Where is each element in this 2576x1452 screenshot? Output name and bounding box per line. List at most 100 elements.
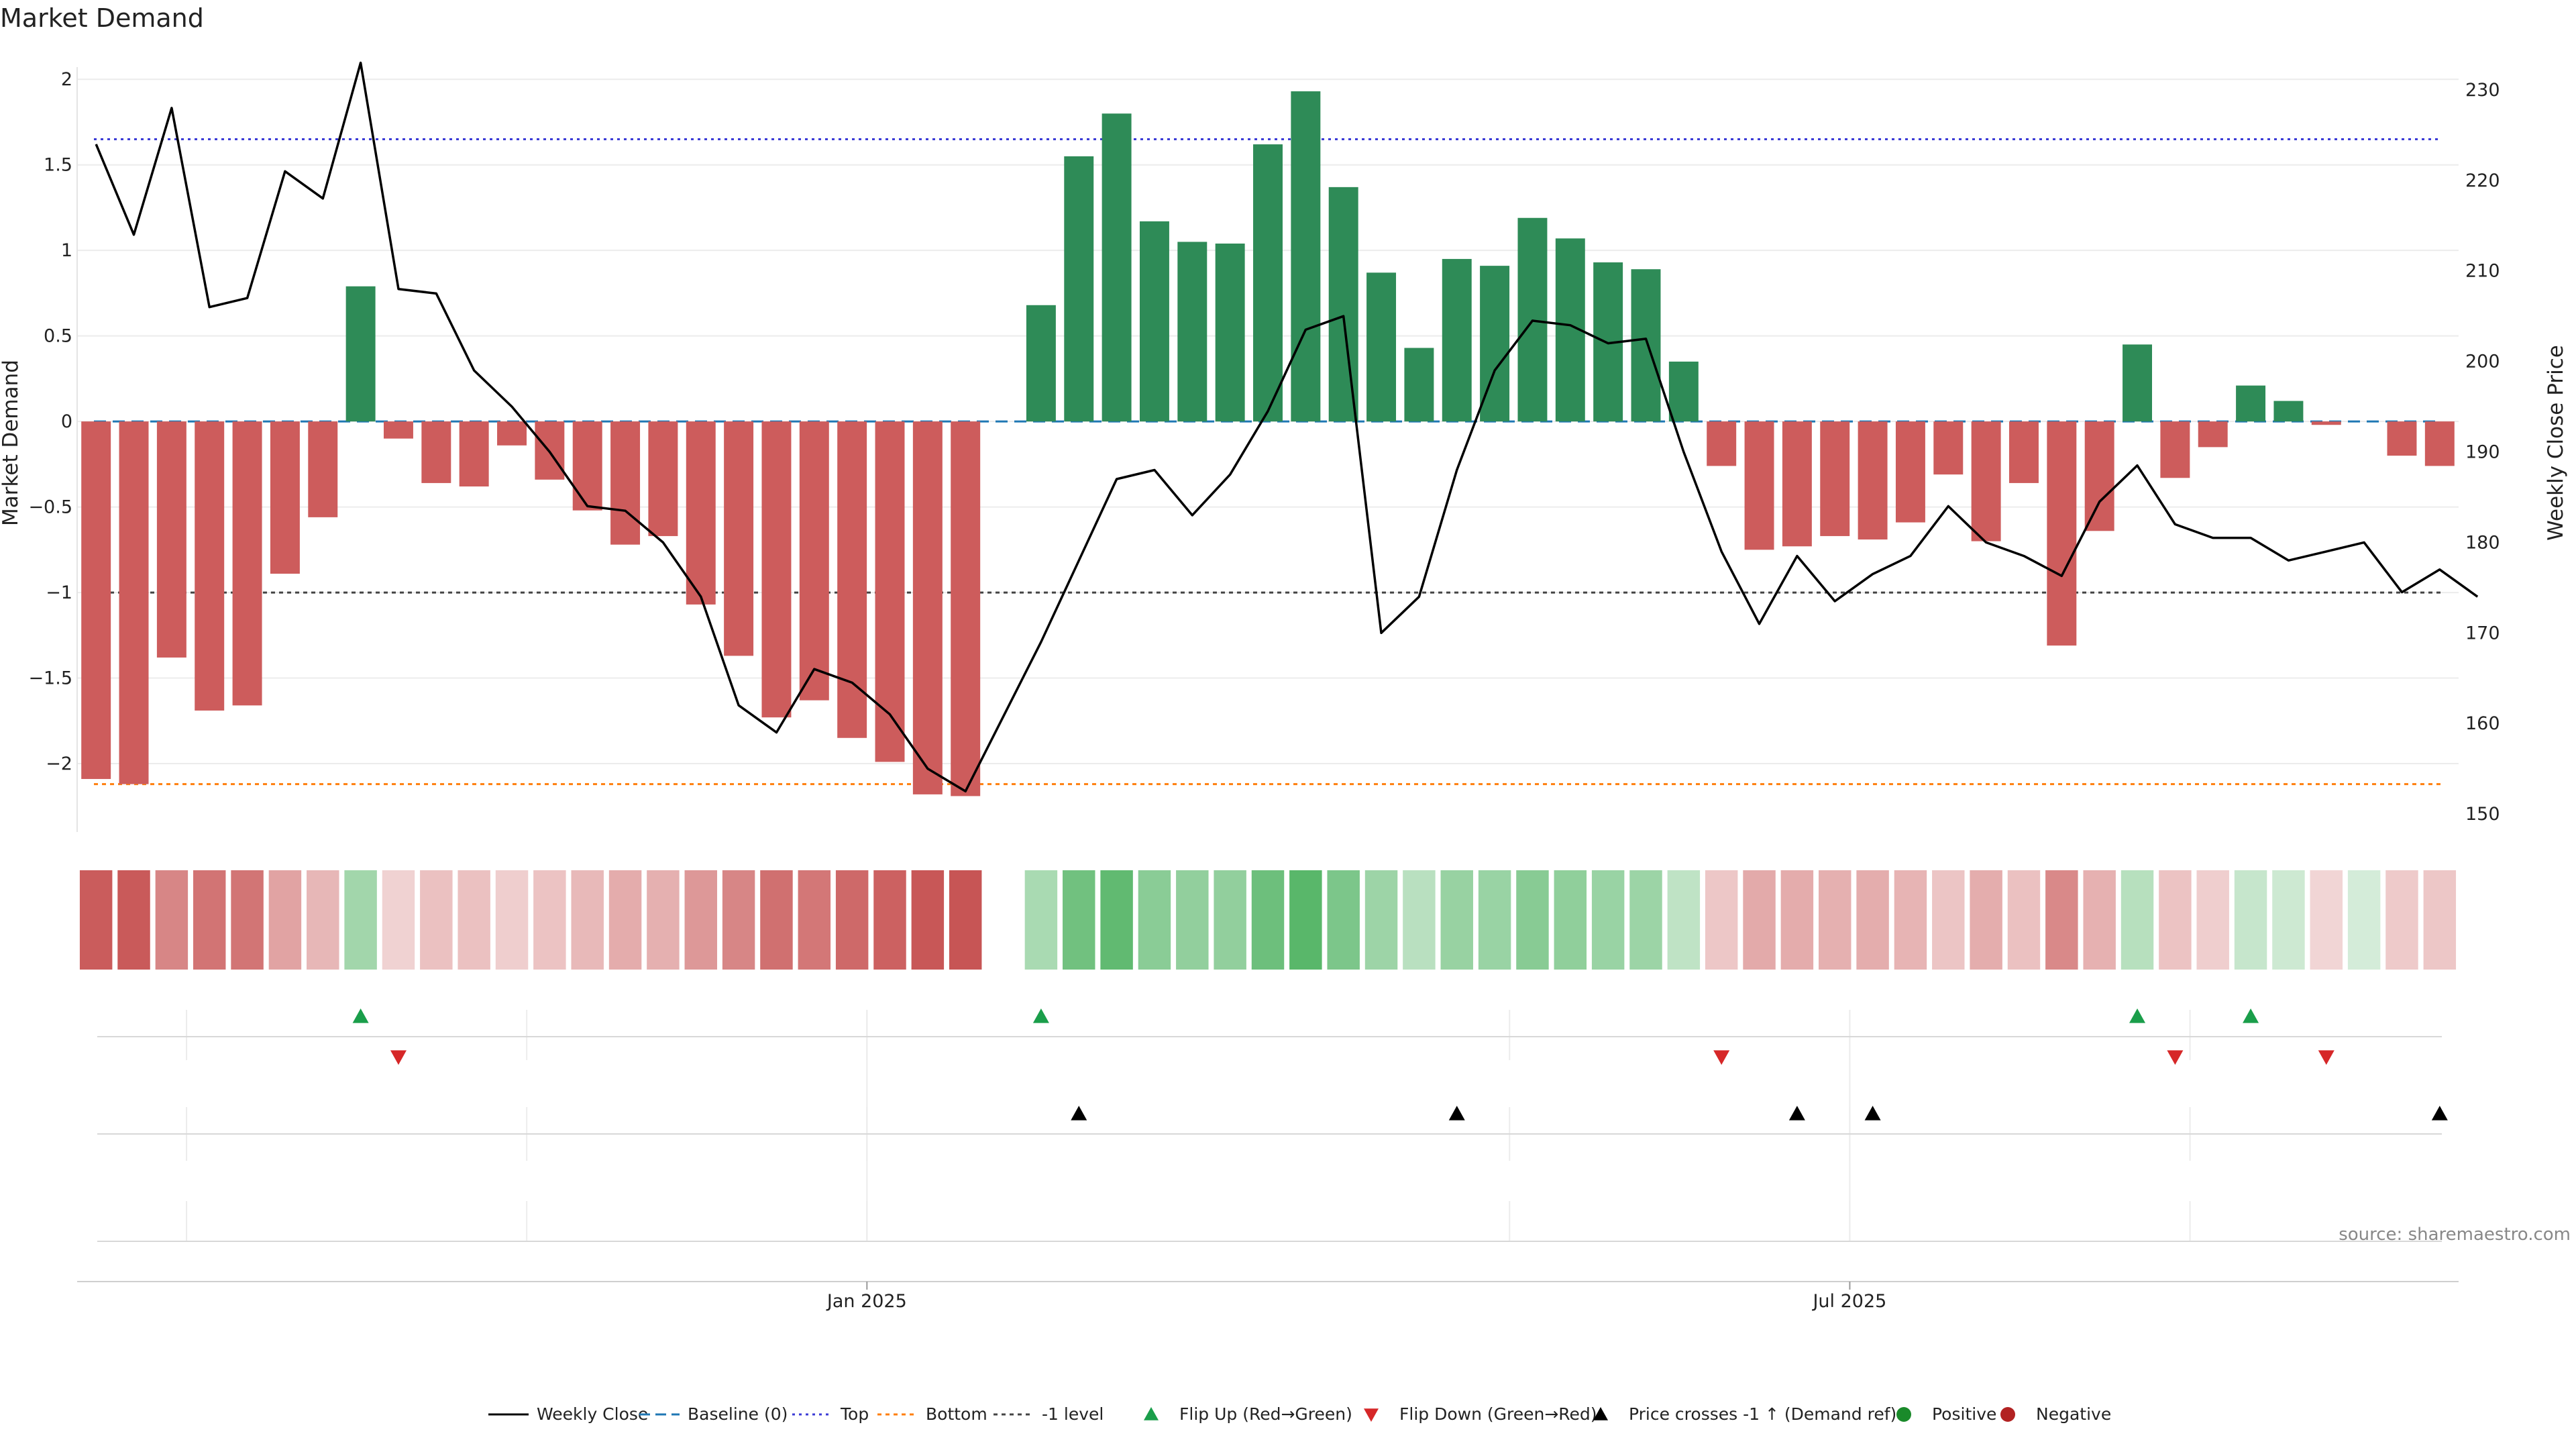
- heat-cell: [1932, 870, 1965, 970]
- chart-title: Market Demand: [0, 3, 204, 33]
- heat-cell: [2310, 870, 2343, 970]
- heat-cell: [1176, 870, 1209, 970]
- demand-bar-negative: [1933, 421, 1964, 475]
- legend-swatch: [1896, 1407, 1911, 1422]
- demand-bar-negative: [1744, 421, 1774, 550]
- heat-cell: [1440, 870, 1473, 970]
- markers-layer: [97, 1008, 2448, 1242]
- demand-bar-negative: [81, 421, 111, 779]
- heat-cell: [571, 870, 604, 970]
- demand-bar-negative: [761, 421, 792, 718]
- legend-label: Negative: [2036, 1404, 2111, 1424]
- legend-label: Flip Up (Red→Green): [1179, 1404, 1352, 1424]
- demand-bar-positive: [1102, 113, 1132, 422]
- demand-bar-negative: [837, 421, 867, 738]
- y-right-tick-label: 160: [2465, 713, 2500, 734]
- heat-cell: [1364, 870, 1398, 970]
- demand-bar-negative: [610, 421, 641, 545]
- legend-item: Price crosses -1 ↑ (Demand ref): [1593, 1404, 1896, 1424]
- flip-down-marker: [2167, 1050, 2184, 1065]
- legend-label: -1 level: [1042, 1404, 1104, 1424]
- heat-cell: [1063, 870, 1095, 970]
- y-right-tick-label: 180: [2465, 532, 2500, 553]
- heat-cell: [2159, 870, 2192, 970]
- y-right-tick-label: 190: [2465, 442, 2500, 462]
- y-left-tick-label: 0: [61, 411, 72, 432]
- demand-bar-negative: [2047, 421, 2077, 646]
- heat-cell: [647, 870, 680, 970]
- heat-cell: [1629, 870, 1662, 970]
- demand-bar-negative: [1782, 421, 1812, 547]
- demand-bar-positive: [1631, 269, 1661, 422]
- legend-label: Baseline (0): [688, 1404, 788, 1424]
- price-cross-marker: [1864, 1106, 1881, 1121]
- heat-cell: [1100, 870, 1133, 970]
- heat-cell: [1743, 870, 1776, 970]
- demand-bar-negative: [799, 421, 829, 701]
- heat-cell: [495, 870, 529, 970]
- y-axis-left-label: Market Demand: [0, 360, 23, 526]
- y-left-tick-label: −2: [46, 754, 72, 774]
- y-axis-right-label: Weekly Close Price: [2544, 345, 2568, 541]
- axes-layer: 2 1.5 1 0.5 0 −0.5 −1 −1.5 −2 230 220 210 200 190 180 1…: [28, 67, 2500, 1312]
- heat-cell: [608, 870, 642, 970]
- demand-bar-negative: [2009, 421, 2039, 483]
- flip-up-marker: [1032, 1008, 1049, 1023]
- y-right-tick-label: 150: [2465, 804, 2500, 825]
- heat-cell: [231, 870, 264, 970]
- demand-bar-positive: [2123, 344, 2153, 422]
- heat-cell: [1327, 870, 1360, 970]
- heat-cell: [344, 870, 377, 970]
- heat-cell: [949, 870, 982, 970]
- legend-label: Price crosses -1 ↑ (Demand ref): [1629, 1404, 1896, 1424]
- heat-cell: [1138, 870, 1171, 970]
- demand-bar-negative: [2198, 421, 2228, 448]
- demand-bar-negative: [270, 421, 300, 574]
- demand-bar-positive: [2273, 401, 2304, 422]
- heat-cell: [1856, 870, 1889, 970]
- demand-bar-negative: [195, 421, 225, 711]
- demand-bar-negative: [156, 421, 186, 658]
- heat-cell: [2423, 870, 2457, 970]
- demand-bar-negative: [232, 421, 262, 706]
- heat-cell: [420, 870, 453, 970]
- x-tick-label: Jul 2025: [1811, 1291, 1886, 1312]
- demand-bar-positive: [1026, 305, 1056, 422]
- heat-cell: [1403, 870, 1436, 970]
- heat-cell: [2272, 870, 2305, 970]
- demand-bar-positive: [1291, 91, 1321, 422]
- heat-strip-layer: [79, 870, 2457, 970]
- heat-cell: [1819, 870, 1851, 970]
- y-left-tick-label: 1.5: [44, 155, 72, 176]
- price-cross-marker: [1071, 1106, 1087, 1121]
- legend-swatch: [1144, 1407, 1159, 1420]
- legend-label: Flip Down (Green→Red): [1399, 1404, 1597, 1424]
- legend-label: Weekly Close: [537, 1404, 648, 1424]
- demand-bar-positive: [1064, 156, 1094, 422]
- demand-bar-negative: [686, 421, 716, 605]
- y-right-tick-label: 230: [2465, 80, 2500, 101]
- heat-cell: [117, 870, 150, 970]
- demand-bar-positive: [2236, 385, 2266, 422]
- heat-cell: [1478, 870, 1511, 970]
- y-right-tick-label: 200: [2465, 352, 2500, 372]
- legend-swatch: [1593, 1407, 1608, 1420]
- y-left-tick-label: −1: [46, 582, 72, 603]
- heat-cell: [533, 870, 566, 970]
- heat-cell: [2045, 870, 2078, 970]
- heat-cell: [798, 870, 831, 970]
- demand-bar-positive: [1139, 221, 1169, 422]
- demand-bar-positive: [1668, 361, 1699, 422]
- heat-cell: [1251, 870, 1285, 970]
- demand-bar-negative: [2160, 421, 2190, 478]
- heat-cell: [1289, 870, 1322, 970]
- heat-cell: [193, 870, 226, 970]
- demand-bar-negative: [2084, 421, 2114, 531]
- demand-bar-negative: [308, 421, 338, 517]
- heat-cell: [1591, 870, 1625, 970]
- y-right-tick-label: 220: [2465, 170, 2500, 191]
- y-left-tick-label: 2: [61, 69, 72, 90]
- heat-cell: [2121, 870, 2154, 970]
- y-left-tick-label: −0.5: [28, 497, 72, 518]
